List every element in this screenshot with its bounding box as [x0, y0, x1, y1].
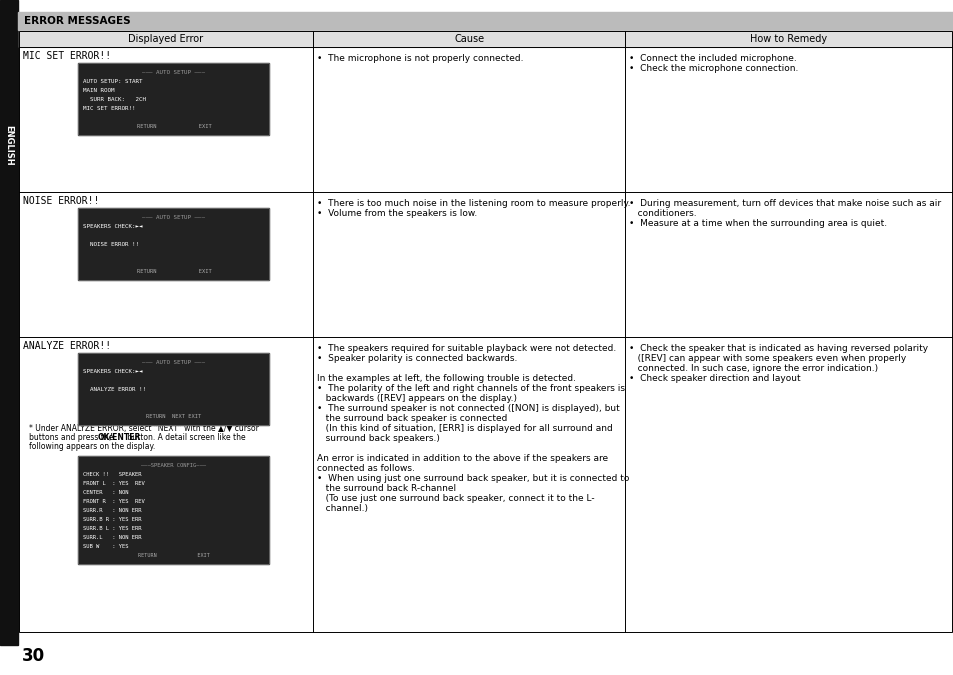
Text: •  When using just one surround back speaker, but it is connected to: • When using just one surround back spea…	[316, 474, 629, 483]
Text: channel.): channel.)	[316, 504, 368, 513]
Text: •  Check speaker direction and layout: • Check speaker direction and layout	[629, 374, 801, 383]
Text: How to Remedy: How to Remedy	[749, 34, 826, 44]
Text: NOISE ERROR!!: NOISE ERROR!!	[23, 196, 99, 206]
Text: RETURN  NEXT EXIT: RETURN NEXT EXIT	[146, 414, 201, 419]
Text: ANALYZE ERROR!!: ANALYZE ERROR!!	[23, 341, 111, 351]
Text: SUB W    : YES: SUB W : YES	[83, 544, 129, 549]
Text: SURR BACK:   2CH: SURR BACK: 2CH	[83, 97, 146, 102]
Text: CENTER   : NON: CENTER : NON	[83, 490, 129, 495]
Text: •  The surround speaker is not connected ([NON] is displayed), but: • The surround speaker is not connected …	[316, 404, 619, 413]
Text: Cause: Cause	[454, 34, 484, 44]
Text: •  Check the speaker that is indicated as having reversed polarity: • Check the speaker that is indicated as…	[629, 344, 927, 353]
Bar	[78, 456, 269, 564]
Text: In the examples at left, the following trouble is detected.: In the examples at left, the following t…	[316, 374, 576, 383]
Bar	[78, 208, 269, 280]
Text: ——— AUTO SETUP ———: ——— AUTO SETUP ———	[142, 360, 205, 365]
Bar	[19, 31, 951, 632]
Text: ANALYZE ERROR !!: ANALYZE ERROR !!	[83, 387, 146, 392]
Text: RETURN             EXIT: RETURN EXIT	[136, 124, 212, 129]
Bar	[78, 63, 269, 135]
Text: SPEAKERS CHECK:►◄: SPEAKERS CHECK:►◄	[83, 224, 143, 229]
Text: following appears on the display.: following appears on the display.	[29, 442, 155, 451]
Bar	[78, 63, 269, 135]
Text: surround back speakers.): surround back speakers.)	[316, 434, 439, 443]
Text: •  Connect the included microphone.: • Connect the included microphone.	[629, 54, 797, 63]
Text: ——— AUTO SETUP ———: ——— AUTO SETUP ———	[142, 215, 205, 220]
Text: RETURN             EXIT: RETURN EXIT	[138, 553, 210, 558]
Text: SURR.B R : YES ERR: SURR.B R : YES ERR	[83, 517, 142, 522]
Bar	[78, 353, 269, 425]
Text: FRONT R  : YES  REV: FRONT R : YES REV	[83, 499, 145, 504]
Text: An error is indicated in addition to the above if the speakers are: An error is indicated in addition to the…	[316, 454, 607, 463]
Text: MIC SET ERROR!!: MIC SET ERROR!!	[83, 106, 135, 111]
Bar	[0, 0, 18, 645]
Text: ENGLISH: ENGLISH	[5, 125, 13, 165]
Text: the surround back speaker is connected: the surround back speaker is connected	[316, 414, 507, 423]
Text: AUTO SETUP: START: AUTO SETUP: START	[83, 79, 143, 84]
Text: OK/ENTER: OK/ENTER	[97, 433, 140, 442]
Text: MIC SET ERROR!!: MIC SET ERROR!!	[23, 51, 111, 61]
Text: SPEAKERS CHECK:►◄: SPEAKERS CHECK:►◄	[83, 369, 143, 374]
Text: •  Volume from the speakers is low.: • Volume from the speakers is low.	[316, 209, 476, 218]
Bar	[78, 456, 269, 564]
Text: •  During measurement, turn off devices that make noise such as air: • During measurement, turn off devices t…	[629, 199, 941, 208]
Text: connected. In such case, ignore the error indication.): connected. In such case, ignore the erro…	[629, 364, 878, 373]
Text: FRONT L  : YES  REV: FRONT L : YES REV	[83, 481, 145, 486]
Text: backwards ([REV] appears on the display.): backwards ([REV] appears on the display.…	[316, 394, 517, 403]
Text: buttons and press the: buttons and press the	[29, 433, 115, 442]
Text: •  There is too much noise in the listening room to measure properly.: • There is too much noise in the listeni…	[316, 199, 630, 208]
Bar	[78, 353, 269, 425]
Text: ERROR MESSAGES: ERROR MESSAGES	[24, 16, 131, 26]
Text: connected as follows.: connected as follows.	[316, 464, 415, 473]
Text: SURR.R   : NON ERR: SURR.R : NON ERR	[83, 508, 142, 513]
Text: ——— AUTO SETUP ———: ——— AUTO SETUP ———	[142, 70, 205, 75]
Text: •  The polarity of the left and right channels of the front speakers is: • The polarity of the left and right cha…	[316, 384, 624, 393]
Text: SURR.B L : YES ERR: SURR.B L : YES ERR	[83, 526, 142, 531]
Text: (In this kind of situation, [ERR] is displayed for all surround and: (In this kind of situation, [ERR] is dis…	[316, 424, 612, 433]
Text: conditioners.: conditioners.	[629, 209, 697, 218]
Text: ([REV] can appear with some speakers even when properly: ([REV] can appear with some speakers eve…	[629, 354, 905, 363]
Text: Displayed Error: Displayed Error	[129, 34, 203, 44]
Text: button. A detail screen like the: button. A detail screen like the	[125, 433, 246, 442]
Text: 30: 30	[22, 647, 45, 665]
Text: ———SPEAKER CONFIG———: ———SPEAKER CONFIG———	[141, 463, 206, 468]
Bar	[18, 12, 953, 30]
Bar	[78, 208, 269, 280]
Text: the surround back R-channel: the surround back R-channel	[316, 484, 456, 493]
Text: •  The microphone is not properly connected.: • The microphone is not properly connect…	[316, 54, 523, 63]
Text: NOISE ERROR !!: NOISE ERROR !!	[83, 242, 139, 247]
Text: •  The speakers required for suitable playback were not detected.: • The speakers required for suitable pla…	[316, 344, 616, 353]
Text: (To use just one surround back speaker, connect it to the L-: (To use just one surround back speaker, …	[316, 494, 594, 503]
Text: RETURN             EXIT: RETURN EXIT	[136, 269, 212, 274]
Text: CHECK !!   SPEAKER: CHECK !! SPEAKER	[83, 472, 142, 477]
Text: SURR.L   : NON ERR: SURR.L : NON ERR	[83, 535, 142, 540]
Bar	[19, 31, 951, 47]
Text: •  Speaker polarity is connected backwards.: • Speaker polarity is connected backward…	[316, 354, 517, 363]
Text: •  Check the microphone connection.: • Check the microphone connection.	[629, 64, 798, 73]
Text: •  Measure at a time when the surrounding area is quiet.: • Measure at a time when the surrounding…	[629, 219, 886, 228]
Text: * Under ANALYZE ERROR, select “NEXT” with the ▲/▼ cursor: * Under ANALYZE ERROR, select “NEXT” wit…	[29, 424, 258, 433]
Text: MAIN ROOM: MAIN ROOM	[83, 88, 114, 93]
